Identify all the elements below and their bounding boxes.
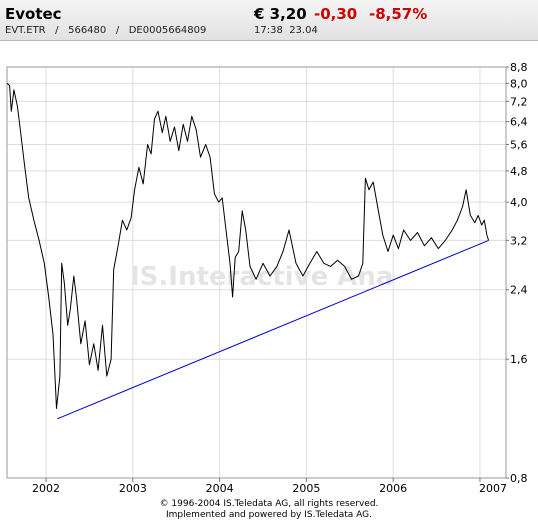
y-axis-ticks: 0,8 1,6 2,4 3,2 4,0 4,8 5,6 6,4 7,2 8,0 8,8 — [506, 61, 528, 485]
footer: © 1996-2004 IS.Teledata AG, all rights r… — [0, 499, 538, 521]
x-tick-label: 2003 — [119, 482, 147, 495]
x-tick-label: 2007 — [479, 482, 507, 495]
x-axis-ticks: 2002 2003 2004 2005 2006 2007 — [32, 478, 507, 495]
quote-time: 17:38 — [254, 25, 283, 36]
price-line — [6, 82, 490, 409]
quote-date: 23.04 — [289, 25, 318, 36]
y-tick-label: 7,2 — [510, 95, 528, 108]
quote-timestamp: 17:38 23.04 — [254, 25, 318, 36]
price-change-percent: -8,57% — [369, 5, 428, 23]
last-price: € 3,20 — [254, 5, 307, 23]
y-tick-label: 2,4 — [510, 284, 528, 297]
y-tick-label: 6,4 — [510, 116, 528, 129]
exchange-code: EVT.ETR — [5, 25, 46, 36]
price-change: -0,30 — [314, 5, 358, 23]
y-tick-label: 8,0 — [510, 77, 528, 90]
copyright-text: © 1996-2004 IS.Teledata AG, all rights r… — [159, 499, 379, 509]
trend-line — [57, 239, 489, 420]
x-tick-label: 2002 — [32, 482, 60, 495]
quote-header: Evotec EVT.ETR / 566480 / DE0005664809 €… — [0, 0, 538, 41]
y-tick-label: 4,0 — [510, 196, 528, 209]
y-tick-label: 0,8 — [510, 472, 528, 485]
stock-name: Evotec — [5, 5, 62, 23]
powered-by-text: Implemented and powered by IS.Teledata A… — [166, 510, 372, 520]
wkn-code: 566480 — [68, 25, 107, 36]
x-tick-label: 2004 — [206, 482, 234, 495]
isin-code: DE0005664809 — [128, 25, 207, 36]
chart-series — [6, 82, 490, 420]
y-tick-label: 1,6 — [510, 353, 528, 366]
price-chart: IS.Interactive Ana 0,81,62,43,24,04,85,6… — [6, 61, 528, 495]
y-tick-label: 5,6 — [510, 138, 528, 151]
y-tick-label: 8,8 — [510, 61, 528, 74]
y-tick-label: 3,2 — [510, 234, 528, 247]
plot-frame — [6, 66, 507, 479]
stock-identifiers: EVT.ETR / 566480 / DE0005664809 — [5, 25, 207, 36]
y-tick-label: 4,8 — [510, 165, 528, 178]
x-tick-label: 2005 — [292, 482, 320, 495]
x-tick-label: 2006 — [379, 482, 407, 495]
